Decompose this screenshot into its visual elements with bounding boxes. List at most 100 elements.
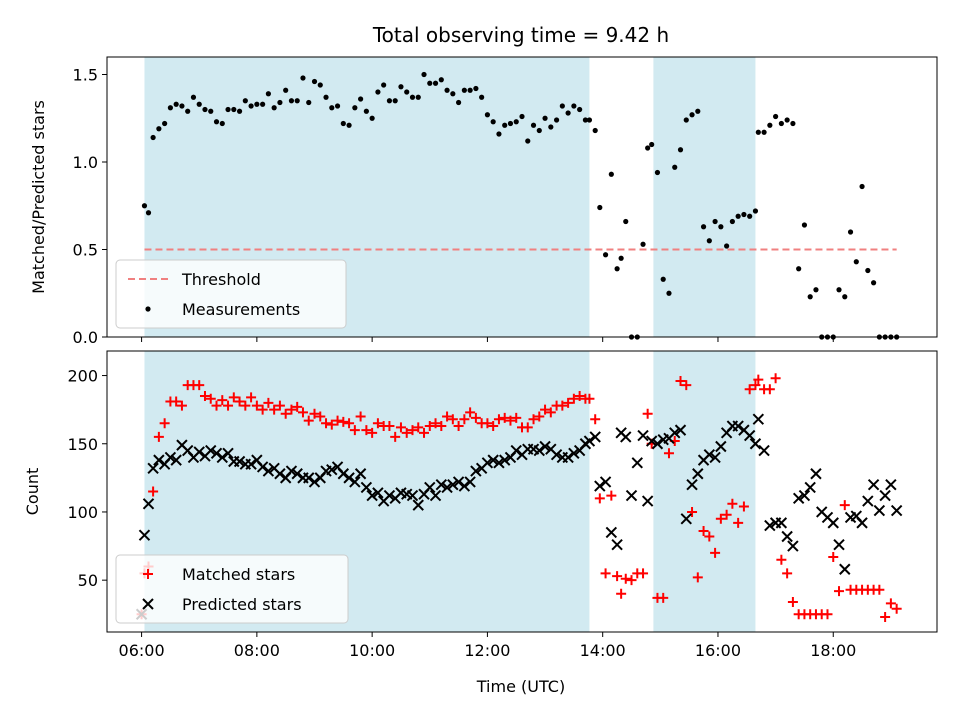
data-point [217,395,228,406]
data-point [565,110,571,116]
x-tick-label: 14:00 [580,641,626,660]
data-point [171,396,182,407]
legend-measurements-swatch [145,306,151,312]
data-point [782,568,793,579]
data-point [173,101,179,107]
data-point [553,117,560,123]
data-point [419,427,430,438]
data-point [367,427,378,438]
data-point [528,414,539,425]
data-point [867,478,880,491]
data-point [743,429,756,442]
data-point [787,540,799,552]
legend-label: Predicted stars [182,595,302,614]
data-point [873,504,886,517]
data-point [205,393,216,404]
data-point [792,492,805,505]
data-point [874,584,885,595]
x-tick-label: 18:00 [810,641,856,660]
data-point [167,105,174,111]
data-point [159,418,170,429]
data-point [654,169,661,176]
legend: Matched stars Predicted stars [115,554,349,624]
data-point [592,127,598,134]
data-point [459,414,470,425]
data-point [801,222,808,228]
data-point [465,407,476,418]
data-point [513,119,519,125]
data-point [138,529,151,541]
chart-title: Total observing time = 9.42 h [372,23,669,47]
plot-frame [106,56,938,338]
data-point [597,204,603,211]
data-point [286,404,297,415]
data-point [479,94,485,100]
data-point [401,427,412,438]
data-point [773,113,779,120]
data-point [836,287,842,293]
data-point [599,476,612,488]
data-point [724,243,730,249]
data-point [706,238,712,244]
data-point [285,465,298,477]
data-point [626,575,637,586]
data-point [406,489,419,502]
data-point [718,224,724,230]
data-point [890,504,903,517]
data-point [545,407,556,418]
data-point [767,122,773,128]
data-point [695,108,701,114]
data-point [606,490,617,501]
data-point [354,468,367,480]
data-point [505,415,516,426]
x-tick-label: 10:00 [349,641,395,660]
data-point [488,421,499,432]
data-point [490,119,496,125]
data-point [269,404,280,415]
x-axis-label: Time (UTC) [476,677,565,696]
data-point [571,103,577,109]
data-point [263,397,274,408]
series-measurements [141,71,900,340]
data-point [778,120,784,127]
data-point [732,420,744,432]
data-point [616,588,627,599]
data-point [199,391,210,402]
data-point [176,400,187,411]
data-point [525,138,531,144]
data-point [885,478,897,491]
data-point [352,105,358,111]
data-point [842,294,848,300]
data-point [698,526,709,537]
data-point [853,259,859,265]
data-point [355,411,366,422]
data-point [594,480,606,492]
data-point [386,98,393,104]
data-point [761,129,767,135]
data-point [833,538,845,551]
data-point [415,94,421,100]
data-point [496,131,502,137]
data-point [755,129,761,135]
data-point [464,476,476,488]
data-point [586,117,593,123]
y-tick-label: 50 [78,571,98,590]
data-point [407,425,418,436]
data-point [651,438,664,450]
data-point [141,203,148,209]
data-point [584,393,595,404]
data-point [280,408,291,419]
data-point [360,481,373,494]
data-point [499,454,511,466]
data-point [329,105,335,111]
data-point [663,448,674,459]
data-point [148,486,159,497]
data-point [240,400,251,411]
data-point [334,103,341,109]
data-point [274,468,286,480]
data-point [231,106,237,113]
data-point [311,78,318,85]
data-point [493,414,504,425]
data-point [891,603,902,614]
data-point [700,224,707,230]
